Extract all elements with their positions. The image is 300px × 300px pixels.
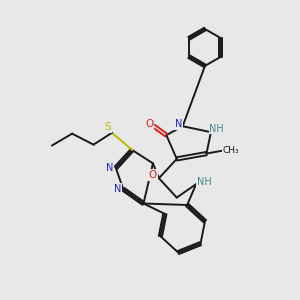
Text: NH: NH [209,124,224,134]
Text: N: N [175,119,182,129]
Text: NH: NH [197,177,212,187]
Text: O: O [149,170,157,180]
Text: N: N [106,163,114,173]
Text: S: S [104,122,111,132]
Text: N: N [114,184,121,194]
Text: CH₃: CH₃ [223,146,239,155]
Text: O: O [145,119,154,129]
